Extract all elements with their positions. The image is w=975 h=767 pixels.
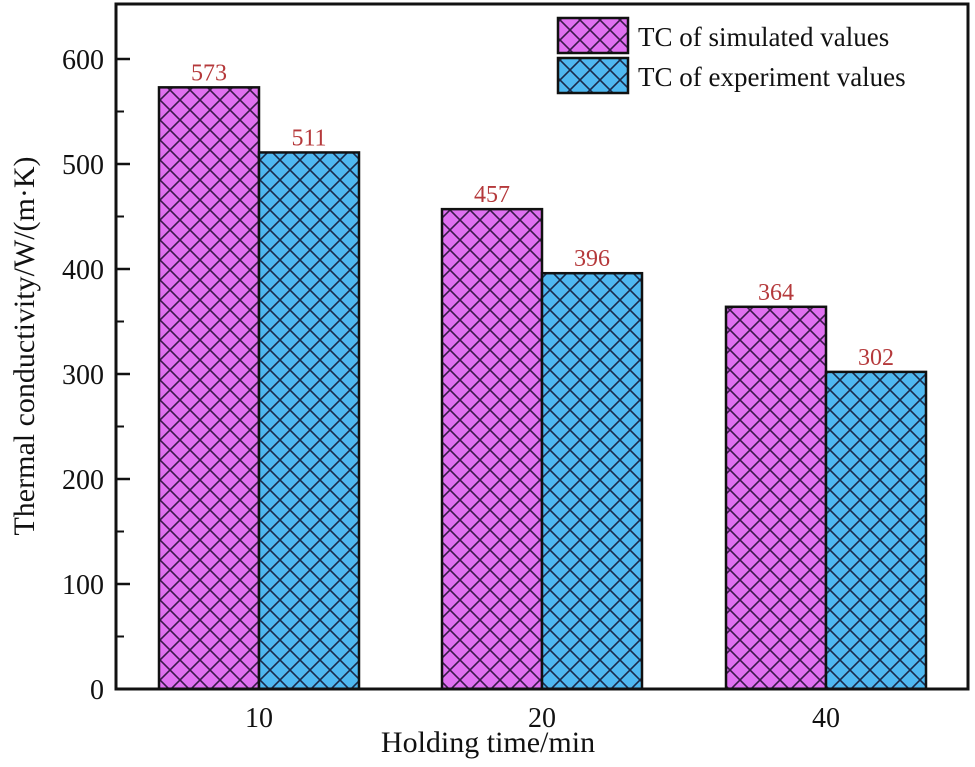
- y-tick-label: 100: [62, 570, 104, 601]
- bar-experiment-40: [824, 370, 928, 691]
- data-labels-group: 573 511 457 396 364 302: [191, 60, 894, 371]
- bar-experiment-20: [540, 271, 644, 691]
- data-label: 364: [758, 280, 794, 306]
- legend-swatch-experiment: [556, 56, 630, 95]
- y-tick-label: 0: [90, 675, 104, 706]
- x-axis: 10 20 40: [245, 703, 840, 734]
- data-label: 457: [474, 182, 510, 208]
- x-axis-title: Holding time/min: [381, 726, 595, 759]
- data-label: 573: [191, 60, 227, 86]
- bar-simulated-10: [157, 86, 261, 691]
- y-tick-label: 400: [62, 255, 104, 286]
- y-tick-label: 600: [62, 45, 104, 76]
- legend-label-experiment: TC of experiment values: [638, 62, 906, 92]
- bar-simulated-20: [440, 207, 544, 691]
- data-label: 396: [574, 246, 610, 272]
- x-tick-label: 20: [528, 703, 556, 734]
- x-tick-label: 10: [245, 703, 273, 734]
- bars-group: [157, 86, 928, 691]
- data-label: 511: [291, 125, 326, 151]
- data-label: 302: [858, 345, 894, 371]
- legend-swatch-simulated: [556, 16, 630, 55]
- y-tick-label: 200: [62, 465, 104, 496]
- legend: TC of simulated values TC of experiment …: [556, 16, 906, 95]
- y-tick-label: 300: [62, 360, 104, 391]
- plot-frame: [114, 2, 970, 691]
- y-axis-title: Thermal conductivity/W/(m·K): [8, 156, 41, 535]
- y-tick-label: 500: [62, 150, 104, 181]
- legend-label-simulated: TC of simulated values: [638, 22, 889, 52]
- y-axis: 0 100 200 300 400 500 600: [62, 45, 130, 706]
- bar-simulated-40: [724, 305, 828, 691]
- x-tick-label: 40: [812, 703, 840, 734]
- bar-experiment-10: [257, 151, 361, 691]
